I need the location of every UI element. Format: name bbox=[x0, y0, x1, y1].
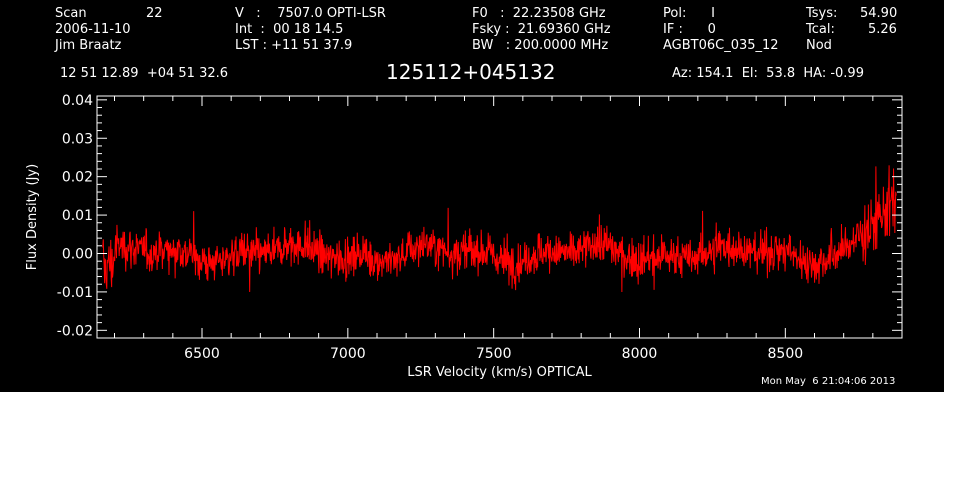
pointing-info: Az: 154.1 El: 53.8 HA: -0.99 bbox=[672, 66, 864, 81]
tcal-value: 5.26 bbox=[868, 22, 897, 37]
plot-timestamp: Mon May 6 21:04:06 2013 bbox=[761, 376, 896, 387]
lst-info: LST : +11 51 37.9 bbox=[235, 38, 353, 53]
x-tick-label: 7000 bbox=[330, 346, 366, 362]
observation-date: 2006-11-10 bbox=[55, 22, 131, 37]
project-id: AGBT06C_035_12 bbox=[663, 38, 779, 53]
x-tick-label: 7500 bbox=[476, 346, 512, 362]
rest-frequency: F0 : 22.23508 GHz bbox=[472, 6, 606, 21]
x-tick-label: 8000 bbox=[622, 346, 658, 362]
x-tick-label: 6500 bbox=[184, 346, 220, 362]
y-tick-label: 0.03 bbox=[62, 131, 93, 147]
x-tick-label: 8500 bbox=[768, 346, 804, 362]
integration-time: Int : 00 18 14.5 bbox=[235, 22, 344, 37]
y-tick-label: -0.02 bbox=[57, 323, 93, 339]
y-tick-label: 0.00 bbox=[62, 246, 93, 262]
tsys-label: Tsys: bbox=[806, 6, 838, 21]
y-tick-label: 0.02 bbox=[62, 170, 93, 186]
y-axis-label: Flux Density (Jy) bbox=[25, 164, 40, 270]
source-name: 125112+045132 bbox=[386, 60, 556, 84]
plot-panel: Scan 22 2006-11-10 Jim Braatz V : 7507.0… bbox=[0, 0, 944, 392]
y-tick-label: 0.01 bbox=[62, 208, 93, 224]
bandwidth: BW : 200.0000 MHz bbox=[472, 38, 609, 53]
scan-value: 22 bbox=[146, 6, 163, 21]
x-axis-label: LSR Velocity (km/s) OPTICAL bbox=[407, 365, 592, 380]
y-tick-label: 0.04 bbox=[62, 93, 93, 109]
if-number: IF : 0 bbox=[663, 22, 716, 37]
spectrum-line bbox=[102, 165, 897, 293]
velocity-info: V : 7507.0 OPTI-LSR bbox=[235, 6, 386, 21]
polarization: Pol: I bbox=[663, 6, 715, 21]
observer-name: Jim Braatz bbox=[55, 38, 122, 53]
ticks-group: 6500 7000 7500 8000 8500 -0.02 -0.01 0.00 0.01 0.… bbox=[57, 93, 903, 362]
spectrum-trace-group bbox=[102, 165, 897, 293]
spectrum-chart: 6500 7000 7500 8000 8500 -0.02 -0.01 0.00 0.01 0.… bbox=[25, 93, 903, 380]
tcal-label: Tcal: bbox=[806, 22, 835, 37]
tsys-value: 54.90 bbox=[860, 6, 898, 21]
scan-label: Scan bbox=[55, 6, 87, 21]
y-tick-label: -0.01 bbox=[57, 285, 93, 301]
source-coordinates: 12 51 12.89 +04 51 32.6 bbox=[60, 66, 229, 81]
sky-frequency: Fsky : 21.69360 GHz bbox=[472, 22, 611, 37]
observing-mode: Nod bbox=[806, 38, 832, 53]
axes-frame bbox=[96, 95, 903, 339]
